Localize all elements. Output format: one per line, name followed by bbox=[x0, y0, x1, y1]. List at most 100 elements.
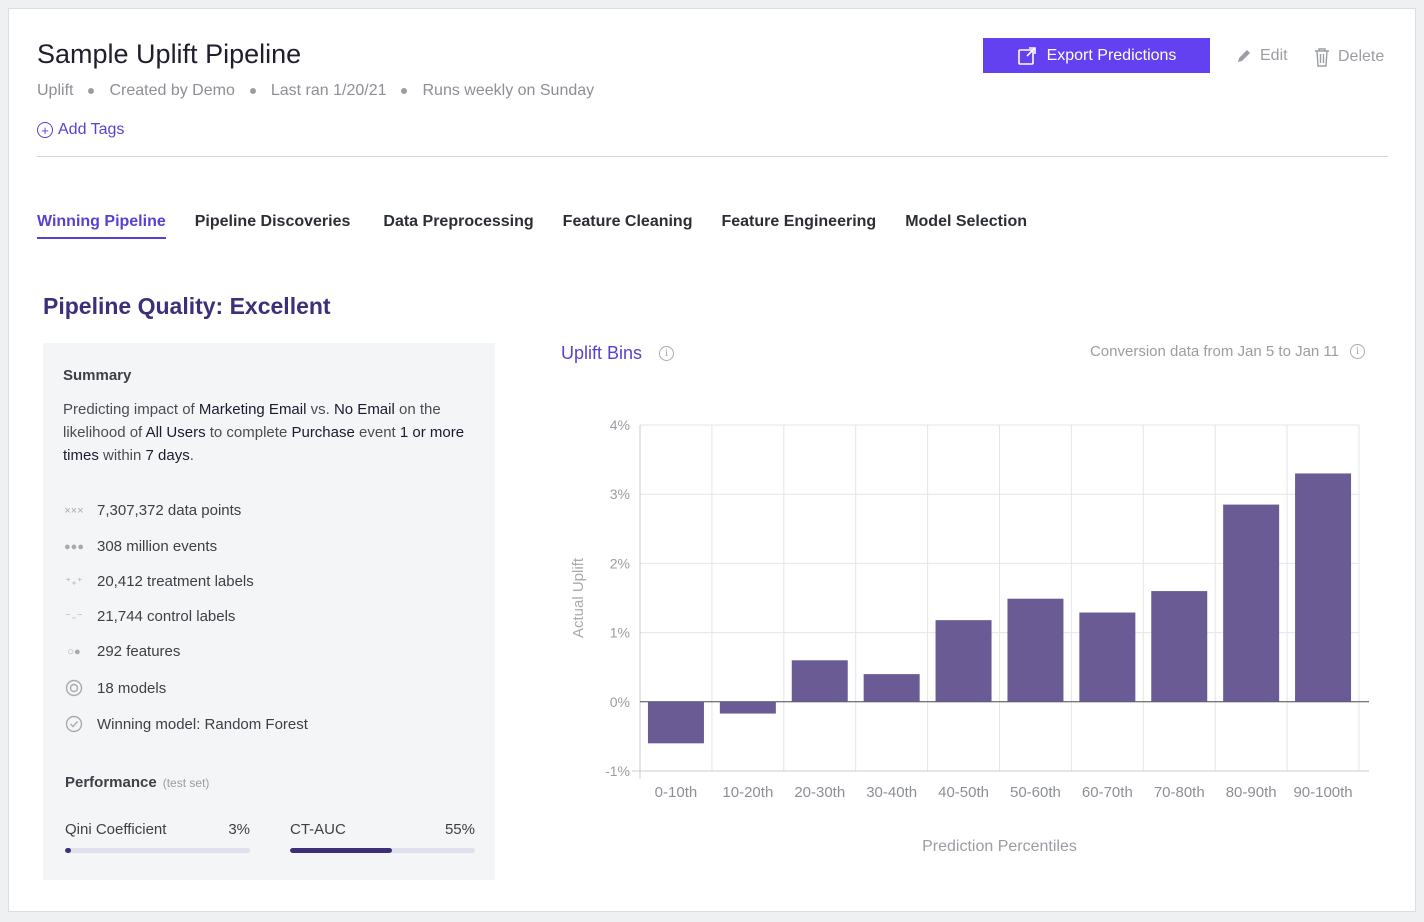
treatment-name: Marketing Email bbox=[198, 401, 307, 418]
pipeline-meta: Uplift Created by Demo Last ran 1/20/21 … bbox=[37, 82, 594, 100]
info-icon[interactable]: i bbox=[1350, 344, 1365, 359]
chart-title: Uplift Bins bbox=[561, 343, 643, 363]
stat-label: 20,412 treatment labels bbox=[97, 573, 254, 590]
chart-bar bbox=[1223, 504, 1280, 702]
trash-icon bbox=[1315, 48, 1329, 67]
x-tick-label: 60-70th bbox=[1082, 784, 1133, 801]
tab-bar: Winning Pipeline Pipeline Discoveries Da… bbox=[37, 213, 1056, 239]
metric-progress-fill bbox=[65, 848, 71, 853]
uplift-bins-header: Uplift Bins i bbox=[561, 343, 675, 364]
separator-dot bbox=[249, 88, 256, 94]
events-icon: ●●● bbox=[64, 540, 84, 553]
x-tick-label: 90-100th bbox=[1293, 784, 1352, 801]
x-tick-label: 70-80th bbox=[1154, 784, 1205, 801]
separator-dot bbox=[88, 88, 95, 94]
chart-bar bbox=[863, 674, 920, 702]
schedule: Runs weekly on Sunday bbox=[422, 82, 595, 99]
metric-progress-track bbox=[290, 848, 475, 853]
pipeline-type: Uplift bbox=[37, 82, 74, 99]
pipeline-quality-title: Pipeline Quality: Excellent bbox=[43, 293, 331, 319]
summary-heading: Summary bbox=[63, 367, 132, 384]
summary-sentence: Predicting impact of Marketing Email vs.… bbox=[63, 398, 483, 467]
page-title: Sample Uplift Pipeline bbox=[37, 39, 302, 69]
metric-value: 55% bbox=[444, 821, 475, 838]
time-window: 7 days bbox=[145, 447, 190, 464]
performance-subheading: (test set) bbox=[162, 776, 210, 790]
edit-button[interactable]: Edit bbox=[1236, 47, 1288, 65]
x-axis-label: Prediction Percentiles bbox=[922, 838, 1077, 855]
info-icon[interactable]: i bbox=[659, 346, 675, 361]
data-points-icon: ××× bbox=[64, 504, 84, 517]
metric-ct-auc: CT-AUC 55% bbox=[290, 821, 475, 853]
x-tick-label: 0-10th bbox=[655, 784, 698, 801]
metric-qini: Qini Coefficient 3% bbox=[65, 821, 250, 853]
stat-control-labels: ⁻₋⁻ 21,744 control labels bbox=[63, 608, 235, 625]
tab-winning-pipeline[interactable]: Winning Pipeline bbox=[37, 213, 166, 239]
x-tick-label: 30-40th bbox=[866, 784, 917, 801]
y-axis-label: Actual Uplift bbox=[570, 557, 587, 638]
sentence-text: to complete bbox=[205, 424, 292, 441]
add-tags-button[interactable]: + Add Tags bbox=[37, 121, 124, 139]
performance-label: Performance bbox=[65, 774, 157, 791]
y-tick-label: 4% bbox=[610, 417, 630, 433]
add-tags-label: Add Tags bbox=[58, 121, 125, 138]
stat-events: ●●● 308 million events bbox=[63, 538, 217, 555]
metric-progress-track bbox=[65, 848, 250, 853]
metric-value: 3% bbox=[228, 821, 250, 838]
uplift-bar-chart: -1% 0% 1% 2% 3% 4% 0-10th 10-20th 20-30th 30-40th… bbox=[570, 417, 1369, 855]
separator-dot bbox=[401, 88, 408, 94]
y-tick-label: 3% bbox=[610, 486, 630, 502]
x-tick-label: 20-30th bbox=[794, 784, 845, 801]
pipeline-page: Sample Uplift Pipeline Uplift Created by… bbox=[8, 8, 1416, 912]
population-name: All Users bbox=[145, 424, 206, 441]
chart-bar bbox=[935, 620, 992, 702]
conversion-note: Conversion data from Jan 5 to Jan 11 i bbox=[1090, 343, 1365, 360]
y-tick-label: 1% bbox=[610, 625, 630, 641]
edit-label: Edit bbox=[1260, 47, 1288, 64]
stat-data-points: ××× 7,307,372 data points bbox=[63, 502, 241, 519]
export-label: Export Predictions bbox=[1046, 46, 1177, 64]
stat-label: 292 features bbox=[97, 643, 181, 660]
header-divider bbox=[37, 156, 1388, 157]
performance-heading: Performance (test set) bbox=[65, 774, 209, 791]
x-tick-label: 40-50th bbox=[938, 784, 989, 801]
tab-pipeline-discoveries[interactable]: Pipeline Discoveries bbox=[194, 213, 351, 230]
metric-progress-fill bbox=[290, 848, 392, 853]
sentence-text: event bbox=[354, 424, 400, 441]
metric-label: CT-AUC bbox=[290, 821, 346, 838]
x-tick-label: 50-60th bbox=[1010, 784, 1061, 801]
event-count: 1 or more times bbox=[63, 424, 465, 464]
tab-model-selection[interactable]: Model Selection bbox=[905, 213, 1027, 230]
tab-feature-cleaning[interactable]: Feature Cleaning bbox=[562, 213, 693, 230]
external-link-icon bbox=[1017, 46, 1036, 65]
features-icon: ○● bbox=[67, 645, 81, 658]
sentence-text: within bbox=[98, 447, 146, 464]
sentence-text: on the likelihood of bbox=[63, 401, 441, 441]
tab-data-preprocessing[interactable]: Data Preprocessing bbox=[383, 213, 534, 230]
sentence-text: . bbox=[189, 447, 194, 464]
stat-models: 18 models bbox=[63, 679, 166, 697]
delete-button[interactable]: Delete bbox=[1314, 47, 1384, 67]
sentence-text: Predicting impact of bbox=[63, 401, 199, 418]
metric-label: Qini Coefficient bbox=[65, 821, 167, 838]
stat-winning-model: Winning model: Random Forest bbox=[63, 715, 308, 733]
export-predictions-button[interactable]: Export Predictions bbox=[983, 38, 1210, 73]
stat-label: 18 models bbox=[97, 679, 167, 697]
check-circle-icon bbox=[63, 715, 85, 733]
pencil-icon bbox=[1238, 50, 1250, 62]
summary-panel: Summary Predicting impact of Marketing E… bbox=[43, 343, 495, 880]
plus-circle-icon: + bbox=[37, 122, 53, 138]
delete-label: Delete bbox=[1338, 48, 1385, 65]
sentence-text: vs. bbox=[306, 401, 334, 418]
chart-bar bbox=[647, 701, 704, 744]
models-icon bbox=[63, 679, 85, 697]
tab-feature-engineering[interactable]: Feature Engineering bbox=[721, 213, 877, 230]
chart-bar bbox=[1079, 612, 1136, 702]
conversion-text: Conversion data from Jan 5 to Jan 11 bbox=[1089, 343, 1339, 360]
chart-bar bbox=[1007, 598, 1064, 702]
x-tick-label: 80-90th bbox=[1226, 784, 1277, 801]
x-tick-label: 10-20th bbox=[722, 784, 773, 801]
control-name: No Email bbox=[333, 401, 395, 418]
y-tick-label: -1% bbox=[605, 763, 630, 779]
event-name: Purchase bbox=[291, 424, 355, 441]
